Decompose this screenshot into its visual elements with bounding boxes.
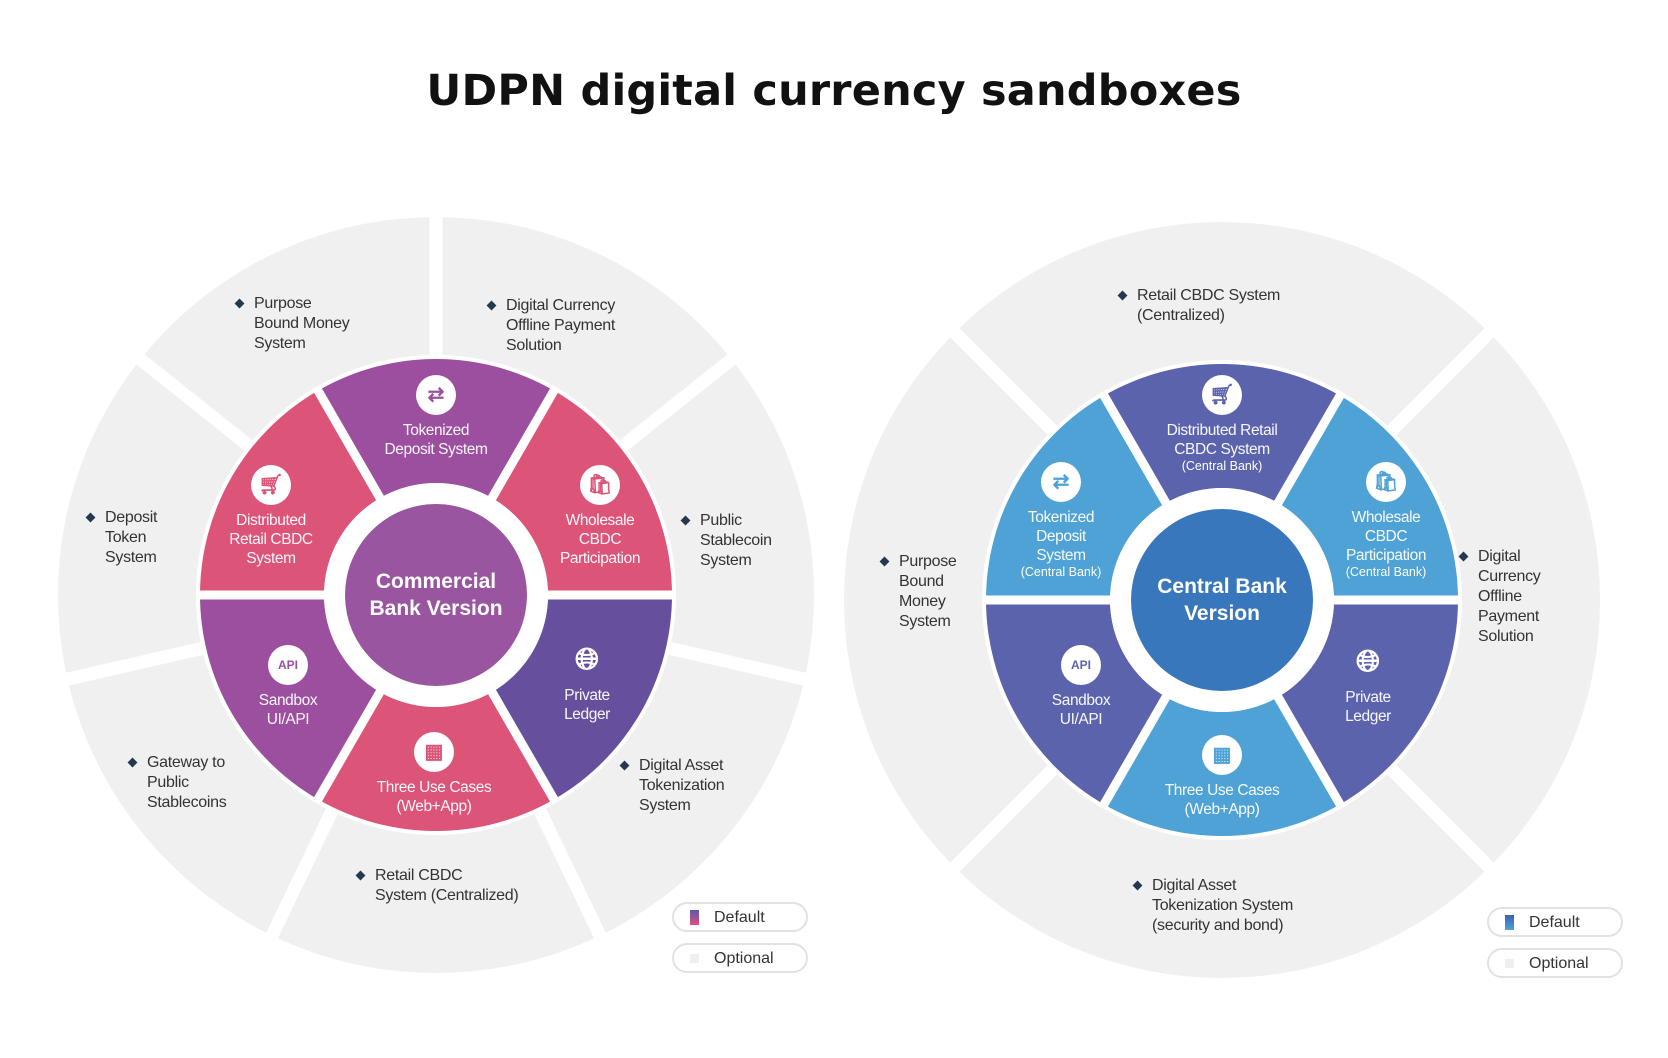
tokenized-deposit-icon: ⇄ — [1041, 462, 1081, 502]
outer-label: Retail CBDC System (Centralized) — [1117, 286, 1280, 326]
shopping-cart-icon: 🛒︎ — [1202, 375, 1242, 415]
shopping-bag-icon: 🛍︎ — [1366, 462, 1406, 502]
default-swatch — [690, 910, 699, 925]
central-outer-divider — [947, 762, 1060, 875]
central-inner-divider — [1098, 389, 1174, 512]
bullet-icon — [486, 300, 497, 311]
segment-tokenized-deposit: ⇄ Tokenized Deposit System (Central Bank) — [986, 462, 1136, 580]
api-icon: API — [268, 645, 308, 685]
central-outer-divider — [947, 325, 1060, 438]
central-inner-segment — [1278, 600, 1458, 805]
commercial-inner-segment — [492, 595, 672, 800]
bullet-icon — [234, 298, 245, 309]
legend-optional: Optional — [1487, 948, 1623, 978]
outer-label: Gateway to Public Stablecoins — [127, 753, 227, 813]
commercial-inner-divider — [484, 683, 560, 806]
segment-sandbox-ui-api: API Sandbox UI/API — [213, 645, 363, 729]
bullet-icon — [879, 556, 890, 567]
commercial-outer-divider — [616, 351, 739, 453]
outer-label: Purpose Bound Money System — [879, 552, 957, 632]
commercial-outer-divider — [664, 641, 810, 687]
api-icon: API — [1061, 645, 1101, 685]
segment-wholesale-cbdc: 🛍︎ Wholesale CBDC Participation (Central B… — [1311, 462, 1461, 580]
commercial-outer-divider — [62, 641, 208, 687]
outer-label: Deposit Token System — [85, 508, 157, 568]
segment-distributed-retail-cbdc: 🛒︎ Distributed Retail CBDC System (Central… — [1147, 375, 1297, 474]
optional-swatch — [1505, 959, 1514, 968]
commercial-inner-segment — [200, 390, 380, 595]
commercial-inner-segment — [200, 595, 380, 800]
shopping-bag-icon: 🛍︎ — [580, 465, 620, 505]
outer-label: Digital Currency Offline Payment Solutio… — [486, 296, 615, 356]
segment-three-use-cases: ▦ Three Use Cases (Web+App) — [1147, 735, 1297, 819]
bullet-icon — [355, 870, 366, 881]
outer-label: Digital Asset Tokenization System (secur… — [1132, 876, 1293, 936]
commercial-inner-segment — [318, 358, 554, 499]
segment-sandbox-ui-api: API Sandbox UI/API — [1006, 645, 1156, 729]
segment-distributed-retail-cbdc: 🛒︎ Distributed Retail CBDC System — [196, 465, 346, 568]
segment-wholesale-cbdc: 🛍︎ Wholesale CBDC Participation — [525, 465, 675, 568]
commercial-outer-divider — [133, 351, 256, 453]
optional-swatch — [690, 954, 699, 963]
center-label-central: Central Bank Version — [1157, 575, 1287, 625]
commercial-inner-divider — [312, 683, 388, 806]
outer-label: Digital Currency Offline Payment Solutio… — [1458, 547, 1541, 647]
segment-private-ledger: 🌐︎ Private Ledger — [512, 640, 662, 724]
grid-icon: ▦ — [1202, 735, 1242, 775]
central-inner-divider — [1270, 688, 1346, 811]
bullet-icon — [127, 757, 138, 768]
diagram-title: UDPN digital currency sandboxes — [426, 66, 1242, 116]
central-inner-segment — [1278, 395, 1458, 600]
central-inner-segment — [986, 395, 1166, 600]
globe-user-icon: 🌐︎ — [1356, 645, 1380, 678]
bullet-icon — [619, 760, 630, 771]
outer-label: Digital Asset Tokenization System — [619, 756, 725, 816]
globe-user-icon: 🌐︎ — [575, 643, 599, 676]
bullet-icon — [85, 512, 96, 523]
outer-label: Retail CBDC System (Centralized) — [355, 866, 519, 906]
legend-optional: Optional — [672, 943, 808, 973]
commercial-inner-divider — [312, 384, 388, 507]
commercial-center-circle — [345, 504, 527, 686]
legend-default: Default — [672, 902, 808, 932]
shopping-cart-icon: 🛒︎ — [251, 465, 291, 505]
bullet-icon — [680, 515, 691, 526]
default-swatch — [1505, 915, 1514, 930]
segment-three-use-cases: ▦ Three Use Cases (Web+App) — [359, 732, 509, 816]
commercial-inner-divider — [484, 384, 560, 507]
central-center-circle — [1131, 509, 1313, 691]
commercial-outer-divider — [264, 804, 340, 942]
commercial-outer-divider — [532, 804, 608, 942]
central-inner-segment — [1104, 364, 1340, 504]
segment-private-ledger: 🌐︎ Private Ledger — [1293, 642, 1443, 726]
central-inner-segment — [986, 600, 1166, 805]
central-outer-divider — [1384, 325, 1497, 438]
outer-label: Purpose Bound Money System — [234, 294, 350, 354]
center-label-commercial: Commercial Bank Version — [369, 570, 503, 620]
bullet-icon — [1132, 880, 1143, 891]
grid-icon: ▦ — [414, 732, 454, 772]
legend-default: Default — [1487, 907, 1623, 937]
outer-label: Public Stablecoin System — [680, 511, 772, 571]
central-inner-divider — [1098, 688, 1174, 811]
bullet-icon — [1117, 290, 1128, 301]
central-inner-divider — [1270, 389, 1346, 512]
segment-tokenized-deposit: ⇄ Tokenized Deposit System — [361, 375, 511, 459]
tokenized-deposit-icon: ⇄ — [416, 375, 456, 415]
central-outer-divider — [1384, 762, 1497, 875]
